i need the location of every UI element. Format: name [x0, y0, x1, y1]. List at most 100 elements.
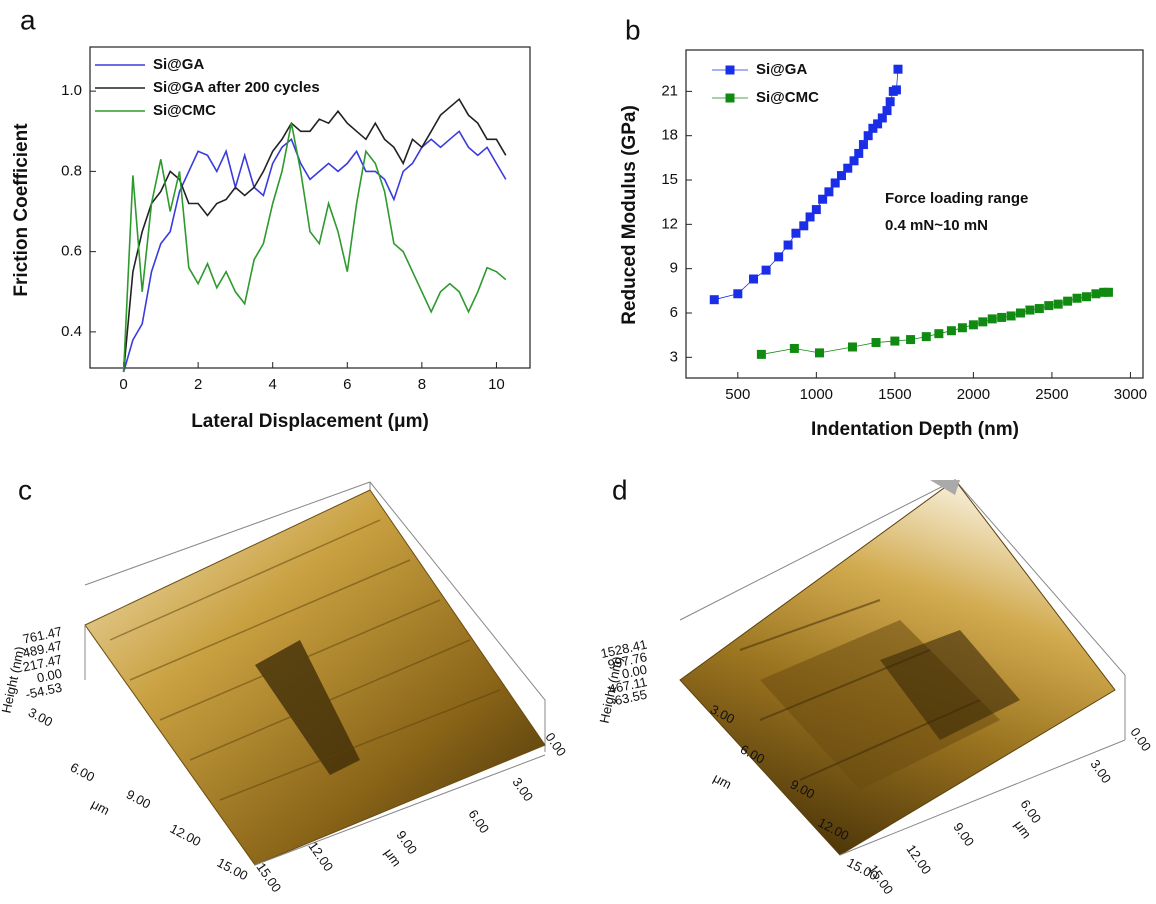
annotation: 0.4 mN~10 mN	[885, 217, 988, 234]
point	[791, 228, 801, 238]
left-tick-label: 15.00	[215, 855, 251, 884]
point	[1044, 301, 1054, 311]
point	[783, 240, 793, 250]
annotation: Force loading range	[885, 190, 1028, 207]
left-tick-label: 12.00	[168, 821, 204, 850]
y-tick-label: 1.0	[61, 82, 82, 99]
point	[1016, 308, 1026, 318]
legend-label: Si@GA	[756, 61, 807, 78]
panel-label: d	[612, 474, 628, 505]
legend-marker	[725, 93, 735, 103]
x-tick-label: 2500	[1035, 386, 1068, 403]
point	[1103, 287, 1113, 297]
point	[921, 332, 931, 342]
point	[805, 212, 815, 222]
y-tick-label: 6	[670, 304, 678, 321]
point	[1053, 299, 1063, 309]
point	[1034, 304, 1044, 314]
point	[709, 295, 719, 305]
point	[946, 326, 956, 336]
point	[799, 221, 809, 231]
point	[1081, 292, 1091, 302]
height-tick-label: 0.00	[35, 666, 63, 686]
point	[885, 97, 895, 107]
point	[997, 312, 1007, 322]
y-axis-title: Reduced Modulus (GPa)	[619, 105, 640, 325]
y-axis-title: Friction Coefficient	[11, 123, 32, 297]
x-tick-label: 2000	[957, 386, 990, 403]
point	[836, 171, 846, 181]
right-tick-label: 3.00	[509, 775, 536, 804]
point	[847, 342, 857, 352]
point	[733, 289, 743, 299]
point	[1072, 293, 1082, 303]
x-tick-label: 10	[488, 376, 505, 393]
point	[789, 343, 799, 353]
point	[957, 323, 967, 333]
height-tick-label: 0.00	[620, 662, 648, 682]
point	[882, 106, 892, 116]
panel-label: c	[18, 474, 32, 505]
x-tick-label: 1000	[800, 386, 833, 403]
left-tick-label: 3.00	[26, 704, 55, 729]
legend-marker	[725, 65, 735, 75]
point	[849, 156, 859, 166]
series-line	[122, 97, 507, 373]
point	[868, 123, 878, 133]
point	[891, 85, 901, 95]
y-tick-label: 12	[661, 215, 678, 232]
y-tick-label: 18	[661, 127, 678, 144]
right-axis-unit: μm	[381, 846, 404, 870]
x-tick-label: 0	[119, 376, 127, 393]
y-tick-label: 0.4	[61, 323, 82, 340]
panel-label: a	[20, 4, 36, 35]
point	[890, 336, 900, 346]
y-tick-label: 9	[670, 260, 678, 277]
left-tick-label: 6.00	[68, 759, 97, 784]
right-tick-label: 0.00	[542, 730, 569, 759]
point	[893, 64, 903, 74]
x-tick-label: 8	[418, 376, 426, 393]
right-tick-label: 12.00	[305, 839, 336, 874]
right-tick-label: 12.00	[903, 842, 934, 877]
series-line	[122, 123, 507, 373]
y-tick-label: 21	[661, 82, 678, 99]
legend-label: Si@CMC	[153, 102, 216, 119]
right-tick-label: 6.00	[465, 807, 492, 836]
point	[1025, 305, 1035, 315]
right-tick-label: 0.00	[1127, 725, 1154, 754]
right-tick-label: 15.00	[253, 860, 284, 895]
point	[843, 163, 853, 173]
point	[1099, 287, 1109, 297]
panel-label: b	[625, 14, 641, 45]
left-axis-unit: μm	[711, 770, 734, 792]
point	[774, 252, 784, 262]
point	[830, 178, 840, 188]
plot-frame	[685, 49, 1144, 379]
height-tick-label: -54.53	[24, 680, 63, 702]
point	[1063, 296, 1073, 306]
point	[871, 338, 881, 348]
point	[877, 113, 887, 123]
x-tick-label: 4	[269, 376, 277, 393]
right-tick-label: 3.00	[1087, 757, 1114, 786]
point	[934, 329, 944, 339]
plot-frame	[89, 46, 531, 369]
point	[906, 335, 916, 345]
point	[761, 265, 771, 275]
x-axis-title: Indentation Depth (nm)	[811, 419, 1019, 440]
point	[854, 148, 864, 158]
y-tick-label: 15	[661, 171, 678, 188]
x-tick-label: 2	[194, 376, 202, 393]
legend-label: Si@CMC	[756, 89, 819, 106]
surface-c	[84, 481, 546, 866]
y-tick-label: 0.6	[61, 243, 82, 260]
point	[1006, 311, 1016, 321]
left-axis-unit: μm	[89, 796, 112, 818]
y-tick-label: 3	[670, 348, 678, 365]
point	[987, 314, 997, 324]
legend-label: Si@GA	[153, 56, 204, 73]
x-axis-title: Lateral Displacement (μm)	[191, 411, 429, 432]
point	[749, 274, 759, 284]
